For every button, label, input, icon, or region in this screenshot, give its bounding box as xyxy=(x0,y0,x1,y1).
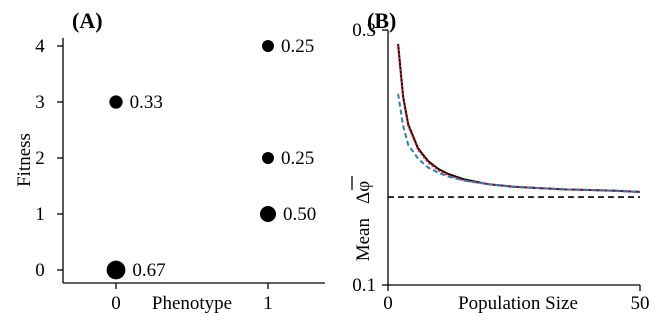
series-line-blue xyxy=(397,93,641,193)
series-line-red xyxy=(397,45,641,193)
data-point-label: 0.25 xyxy=(281,36,314,57)
panel-a-y-tick-label: 0 xyxy=(35,260,45,281)
data-point xyxy=(109,95,123,109)
data-point xyxy=(106,260,126,280)
panel-a-y-label: Fitness xyxy=(14,133,35,187)
panel-b: (B) Mean Δφ Population Size 0.1 0.3 0 50 xyxy=(351,8,650,314)
data-point-label: 0.25 xyxy=(281,148,314,169)
data-point xyxy=(262,152,274,164)
panel-b-marks: 0.1 0.3 0 50 xyxy=(352,20,649,314)
panel-a-y-tick-label: 1 xyxy=(35,204,45,225)
panel-a-label: (A) xyxy=(72,8,103,33)
panel-b-x-tick-label: 0 xyxy=(383,293,393,314)
data-point xyxy=(260,206,276,222)
panel-b-label: (B) xyxy=(367,8,396,33)
panel-b-y-label-symbol: Δφ xyxy=(353,181,374,204)
data-point-label: 0.67 xyxy=(132,260,165,281)
panel-b-y-label: Mean Δφ xyxy=(351,176,374,262)
data-point xyxy=(262,40,274,52)
panel-b-x-label: Population Size xyxy=(458,293,578,314)
panel-b-x-tick-label: 50 xyxy=(631,293,650,314)
panel-b-y-label-prefix: Mean xyxy=(353,218,374,262)
data-point-label: 0.33 xyxy=(130,92,163,113)
panel-a-x-tick-label: 1 xyxy=(263,293,273,314)
panel-a-x-tick-label: 0 xyxy=(111,293,121,314)
panel-a-x-label: Phenotype xyxy=(152,293,232,314)
panel-b-y-tick-label: 0.3 xyxy=(352,20,376,41)
panel-a-y-tick-label: 2 xyxy=(35,148,45,169)
panel-a: (A) Fitness Phenotype 0 1 2 3 4 0 1 0.67 0.33 0.5… xyxy=(14,8,325,314)
panel-b-y-tick-label: 0.1 xyxy=(352,275,376,296)
panel-a-y-tick-label: 3 xyxy=(35,92,45,113)
panel-a-marks: 0 1 2 3 4 0 1 0.67 0.33 0.50 0.25 0.25 xyxy=(35,36,316,314)
panel-a-y-tick-label: 4 xyxy=(35,36,45,57)
data-point-label: 0.50 xyxy=(283,204,316,225)
